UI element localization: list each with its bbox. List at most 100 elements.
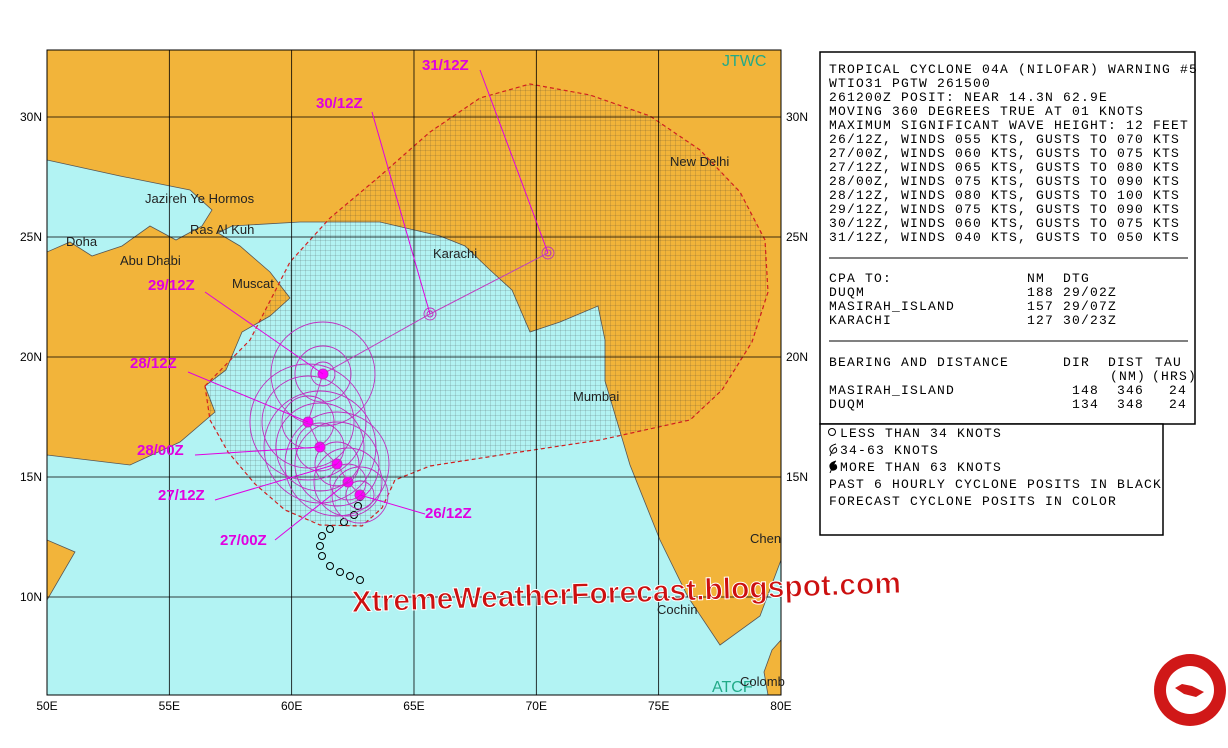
cpa-cell: DUQM: [829, 285, 865, 300]
wind-radius: [423, 307, 437, 321]
warning-panel: [819, 51, 1196, 425]
wind-radius: [541, 246, 555, 260]
bearing-cell: MASIRAH_ISLAND: [829, 383, 955, 398]
place-name: Colomb: [740, 674, 785, 689]
cpa-cell: 29/07Z: [1063, 299, 1117, 314]
past-position: [346, 572, 354, 580]
warning-line: 30/12Z, WINDS 060 KTS, GUSTS TO 075 KTS: [829, 216, 1180, 231]
legend-item: 34-63 KNOTS: [840, 443, 939, 458]
forecast-time-label: 29/12Z: [148, 277, 195, 294]
lon-label: 50E: [36, 699, 57, 713]
bearing-cell: 148: [1072, 383, 1099, 398]
legend-item: MORE THAN 63 KNOTS: [840, 460, 1002, 475]
warning-text: TROPICAL CYCLONE 04A (NILOFAR) WARNING #…: [829, 62, 1198, 412]
wind-radius: [275, 402, 365, 492]
label-pointer: [204, 291, 324, 375]
map: [47, 50, 781, 695]
wind-radius: [294, 421, 380, 507]
label-pointer: [194, 446, 321, 456]
bearing-cell: DUQM: [829, 397, 865, 412]
forecast-time-label: 30/12Z: [316, 95, 363, 112]
bearing-header: DIST: [1108, 355, 1144, 370]
legend-symbol-storm: [829, 443, 838, 457]
legend-item: PAST 6 HOURLY CYCLONE POSITS IN BLACK: [829, 477, 1162, 492]
place-name: Abu Dhabi: [120, 253, 181, 268]
forecast-time-label: 28/12Z: [130, 355, 177, 372]
place-name: New Delhi: [670, 154, 729, 169]
warning-line: 261200Z POSIT: NEAR 14.3N 62.9E: [829, 90, 1108, 105]
cpa-cell: 29/02Z: [1063, 285, 1117, 300]
past-position: [336, 568, 344, 576]
place-name: Karachi: [433, 246, 477, 261]
lat-label: 20N: [786, 350, 808, 364]
credit-top: JTWC: [722, 53, 766, 70]
cpa-cell: KARACHI: [829, 313, 892, 328]
past-position: [326, 562, 334, 570]
past-position: [356, 576, 364, 584]
label-pointer: [274, 481, 349, 541]
place-name: Muscat: [232, 276, 274, 291]
wind-radius: [314, 441, 360, 487]
warning-line: 27/00Z, WINDS 060 KTS, GUSTS TO 075 KTS: [829, 146, 1180, 161]
sri-lanka: [763, 639, 781, 695]
warning-line: TROPICAL CYCLONE 04A (NILOFAR) WARNING #…: [829, 62, 1198, 77]
forecast-position: [544, 249, 552, 257]
bearing-header: DIR: [1063, 355, 1090, 370]
wind-radius: [270, 321, 376, 427]
lat-label: 30N: [20, 110, 42, 124]
bearing-header: BEARING AND DISTANCE: [829, 355, 1009, 370]
bearing-cell: 24: [1169, 383, 1187, 398]
past-position: [316, 542, 324, 550]
place-name: Cochin: [657, 602, 697, 617]
lat-label: 15N: [786, 470, 808, 484]
forecast-time-label: 31/12Z: [422, 57, 469, 74]
cpa-cell: 188: [1027, 285, 1054, 300]
cpa-header: NM: [1027, 271, 1045, 286]
lon-label: 75E: [648, 699, 669, 713]
forecast-time-label: 27/12Z: [158, 487, 205, 504]
cpa-cell: 30/23Z: [1063, 313, 1117, 328]
bearing-cell: 346: [1117, 383, 1144, 398]
bearing-cell: 134: [1072, 397, 1099, 412]
persian-gulf: [47, 159, 213, 257]
wind-radius: [284, 411, 390, 517]
lat-label: 25N: [786, 230, 808, 244]
past-position: [318, 552, 326, 560]
cpa-cell: 127: [1027, 313, 1054, 328]
lat-lon-grid: [47, 50, 781, 695]
warning-line: WTIO31 PGTW 261500: [829, 76, 991, 91]
warning-line: 27/12Z, WINDS 065 KTS, GUSTS TO 080 KTS: [829, 160, 1180, 175]
forecast-position: [426, 310, 434, 318]
bearing-subheader: (NM): [1110, 369, 1146, 384]
warning-line: 31/12Z, WINDS 040 KTS, GUSTS TO 050 KTS: [829, 230, 1180, 245]
warning-line: 26/12Z, WINDS 055 KTS, GUSTS TO 070 KTS: [829, 132, 1180, 147]
cpa-cell: MASIRAH_ISLAND: [829, 299, 955, 314]
lat-label: 15N: [20, 470, 42, 484]
warning-line: 28/00Z, WINDS 075 KTS, GUSTS TO 090 KTS: [829, 174, 1180, 189]
legend-panel: [819, 423, 1164, 536]
cyclone-track: [249, 246, 555, 584]
logo: [1154, 654, 1226, 726]
label-pointer: [359, 494, 426, 515]
warning-line: 29/12Z, WINDS 075 KTS, GUSTS TO 090 KTS: [829, 202, 1180, 217]
forecast-time-label: 27/00Z: [220, 532, 267, 549]
place-name: Doha: [66, 234, 98, 249]
past-position: [326, 525, 334, 533]
wind-radius: [263, 390, 377, 504]
lat-label: 25N: [20, 230, 42, 244]
legend-item: LESS THAN 34 KNOTS: [840, 426, 1002, 441]
cpa-cell: 157: [1027, 299, 1054, 314]
wind-radius: [261, 375, 355, 469]
bearing-subheader: (HRS): [1152, 369, 1197, 384]
lat-label: 10N: [20, 590, 42, 604]
warning-line: MOVING 360 DEGREES TRUE AT 01 KNOTS: [829, 104, 1144, 119]
wind-radius: [345, 480, 375, 510]
forecast-time-label: 28/00Z: [137, 442, 184, 459]
lon-label: 55E: [159, 699, 180, 713]
bearing-cell: 348: [1117, 397, 1144, 412]
label-pointer: [214, 463, 338, 501]
warning-line: MAXIMUM SIGNIFICANT WAVE HEIGHT: 12 FEET: [829, 118, 1189, 133]
lon-label: 60E: [281, 699, 302, 713]
